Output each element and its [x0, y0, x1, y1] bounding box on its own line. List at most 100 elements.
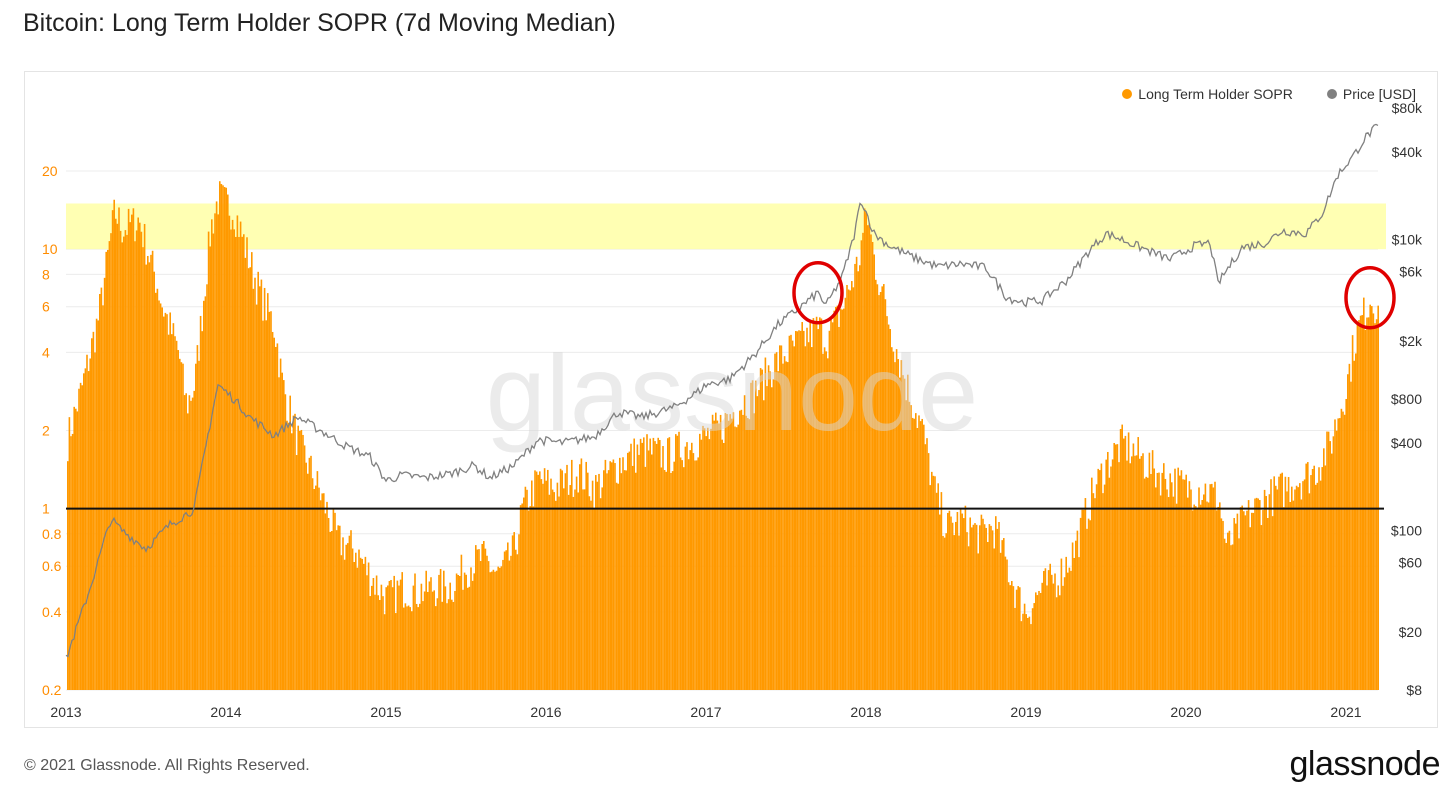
sopr-bar: [534, 470, 536, 690]
sopr-bar: [529, 506, 531, 690]
sopr-bar: [883, 284, 885, 690]
sopr-bar: [388, 580, 391, 690]
sopr-bar: [1332, 436, 1335, 690]
sopr-bar: [862, 232, 864, 690]
sopr-bar: [1004, 556, 1007, 690]
sopr-bar: [1091, 477, 1093, 690]
sopr-bar: [1286, 491, 1288, 690]
sopr-bar: [247, 268, 250, 690]
sopr-bar: [795, 330, 797, 690]
sopr-bar: [804, 346, 807, 690]
y-left-tick-label: 0.2: [42, 682, 62, 698]
sopr-bar: [780, 345, 783, 690]
sopr-bar: [697, 457, 699, 690]
sopr-bar: [380, 584, 383, 690]
sopr-bar: [670, 472, 672, 690]
sopr-bar: [721, 439, 723, 690]
sopr-bar: [843, 308, 845, 690]
sopr-bar: [683, 467, 685, 690]
sopr-bar: [1351, 335, 1354, 690]
sopr-bar: [689, 450, 691, 690]
sopr-bar: [1164, 478, 1167, 690]
sopr-bar: [966, 532, 968, 690]
sopr-bar: [1135, 455, 1138, 690]
sopr-bar: [379, 599, 381, 690]
sopr-bar: [993, 548, 995, 690]
sopr-bar: [353, 562, 355, 690]
sopr-bar: [236, 215, 239, 690]
sopr-bar: [988, 524, 991, 690]
sopr-bar: [923, 424, 925, 690]
annotations-layer: [792, 260, 1396, 330]
sopr-bar: [1259, 500, 1261, 690]
sopr-bar: [1015, 589, 1018, 690]
sopr-bar: [899, 377, 901, 690]
sopr-bar: [185, 393, 187, 690]
sopr-bar: [124, 230, 127, 690]
sopr-bar: [441, 601, 443, 690]
x-tick-label: 2021: [1330, 704, 1361, 720]
sopr-bar: [745, 415, 747, 690]
sopr-bar: [499, 567, 501, 690]
sopr-bar: [159, 303, 162, 690]
sopr-bar: [481, 543, 483, 690]
sopr-bar: [476, 549, 479, 690]
sopr-bar: [1067, 572, 1069, 690]
sopr-bar: [295, 455, 298, 690]
sopr-bar: [1145, 476, 1147, 690]
sopr-bar: [398, 585, 400, 690]
sopr-bar: [284, 394, 287, 690]
sopr-bar: [1251, 512, 1253, 690]
sopr-bar: [492, 569, 495, 690]
sopr-bar: [1191, 510, 1194, 690]
sopr-bar: [382, 596, 384, 690]
sopr-bar: [1147, 477, 1149, 690]
legend-item-sopr[interactable]: Long Term Holder SOPR: [1122, 86, 1293, 102]
sopr-bar: [70, 436, 72, 690]
sopr-bar: [700, 439, 703, 690]
sopr-bar: [123, 236, 125, 690]
sopr-bar: [71, 433, 74, 690]
glassnode-logo[interactable]: glassnode: [1289, 745, 1440, 783]
sopr-bar: [460, 554, 463, 690]
sopr-bar: [947, 512, 949, 690]
sopr-bar: [652, 437, 655, 690]
sopr-bar: [132, 208, 135, 690]
sopr-bar: [748, 419, 751, 690]
sopr-bar: [702, 425, 704, 690]
sopr-bar: [252, 288, 255, 690]
sopr-bar: [1209, 484, 1211, 690]
sopr-bar: [1073, 557, 1075, 690]
sopr-bar: [982, 518, 984, 690]
sopr-bar: [110, 233, 112, 690]
sopr-bar: [985, 527, 987, 690]
sopr-bar: [220, 184, 223, 690]
sopr-bar: [332, 509, 335, 690]
sopr-bar: [310, 455, 312, 690]
highlight-band: [66, 203, 1386, 250]
sopr-bar: [417, 607, 419, 690]
sopr-bar: [121, 242, 123, 690]
sopr-bar: [180, 362, 183, 690]
sopr-bar: [833, 310, 835, 690]
sopr-bar: [595, 475, 597, 690]
sopr-bar: [703, 428, 706, 690]
sopr-bar: [188, 395, 191, 690]
sopr-bar: [305, 462, 307, 690]
sopr-bar: [300, 429, 303, 690]
sopr-bar: [657, 437, 659, 690]
sopr-bar: [959, 509, 962, 690]
legend-item-price[interactable]: Price [USD]: [1326, 86, 1416, 102]
sopr-bar: [1283, 507, 1285, 690]
sopr-bar: [812, 318, 815, 690]
sopr-bar: [411, 611, 413, 690]
sopr-bar: [1006, 559, 1008, 690]
y-left-tick-label: 1: [42, 501, 50, 517]
sopr-bar: [1235, 523, 1237, 690]
sopr-bar: [91, 338, 93, 690]
sopr-bar: [593, 509, 595, 690]
sopr-bar: [543, 468, 546, 690]
x-tick-label: 2013: [50, 704, 81, 720]
sopr-bar: [638, 454, 640, 690]
sopr-bar: [614, 463, 616, 690]
